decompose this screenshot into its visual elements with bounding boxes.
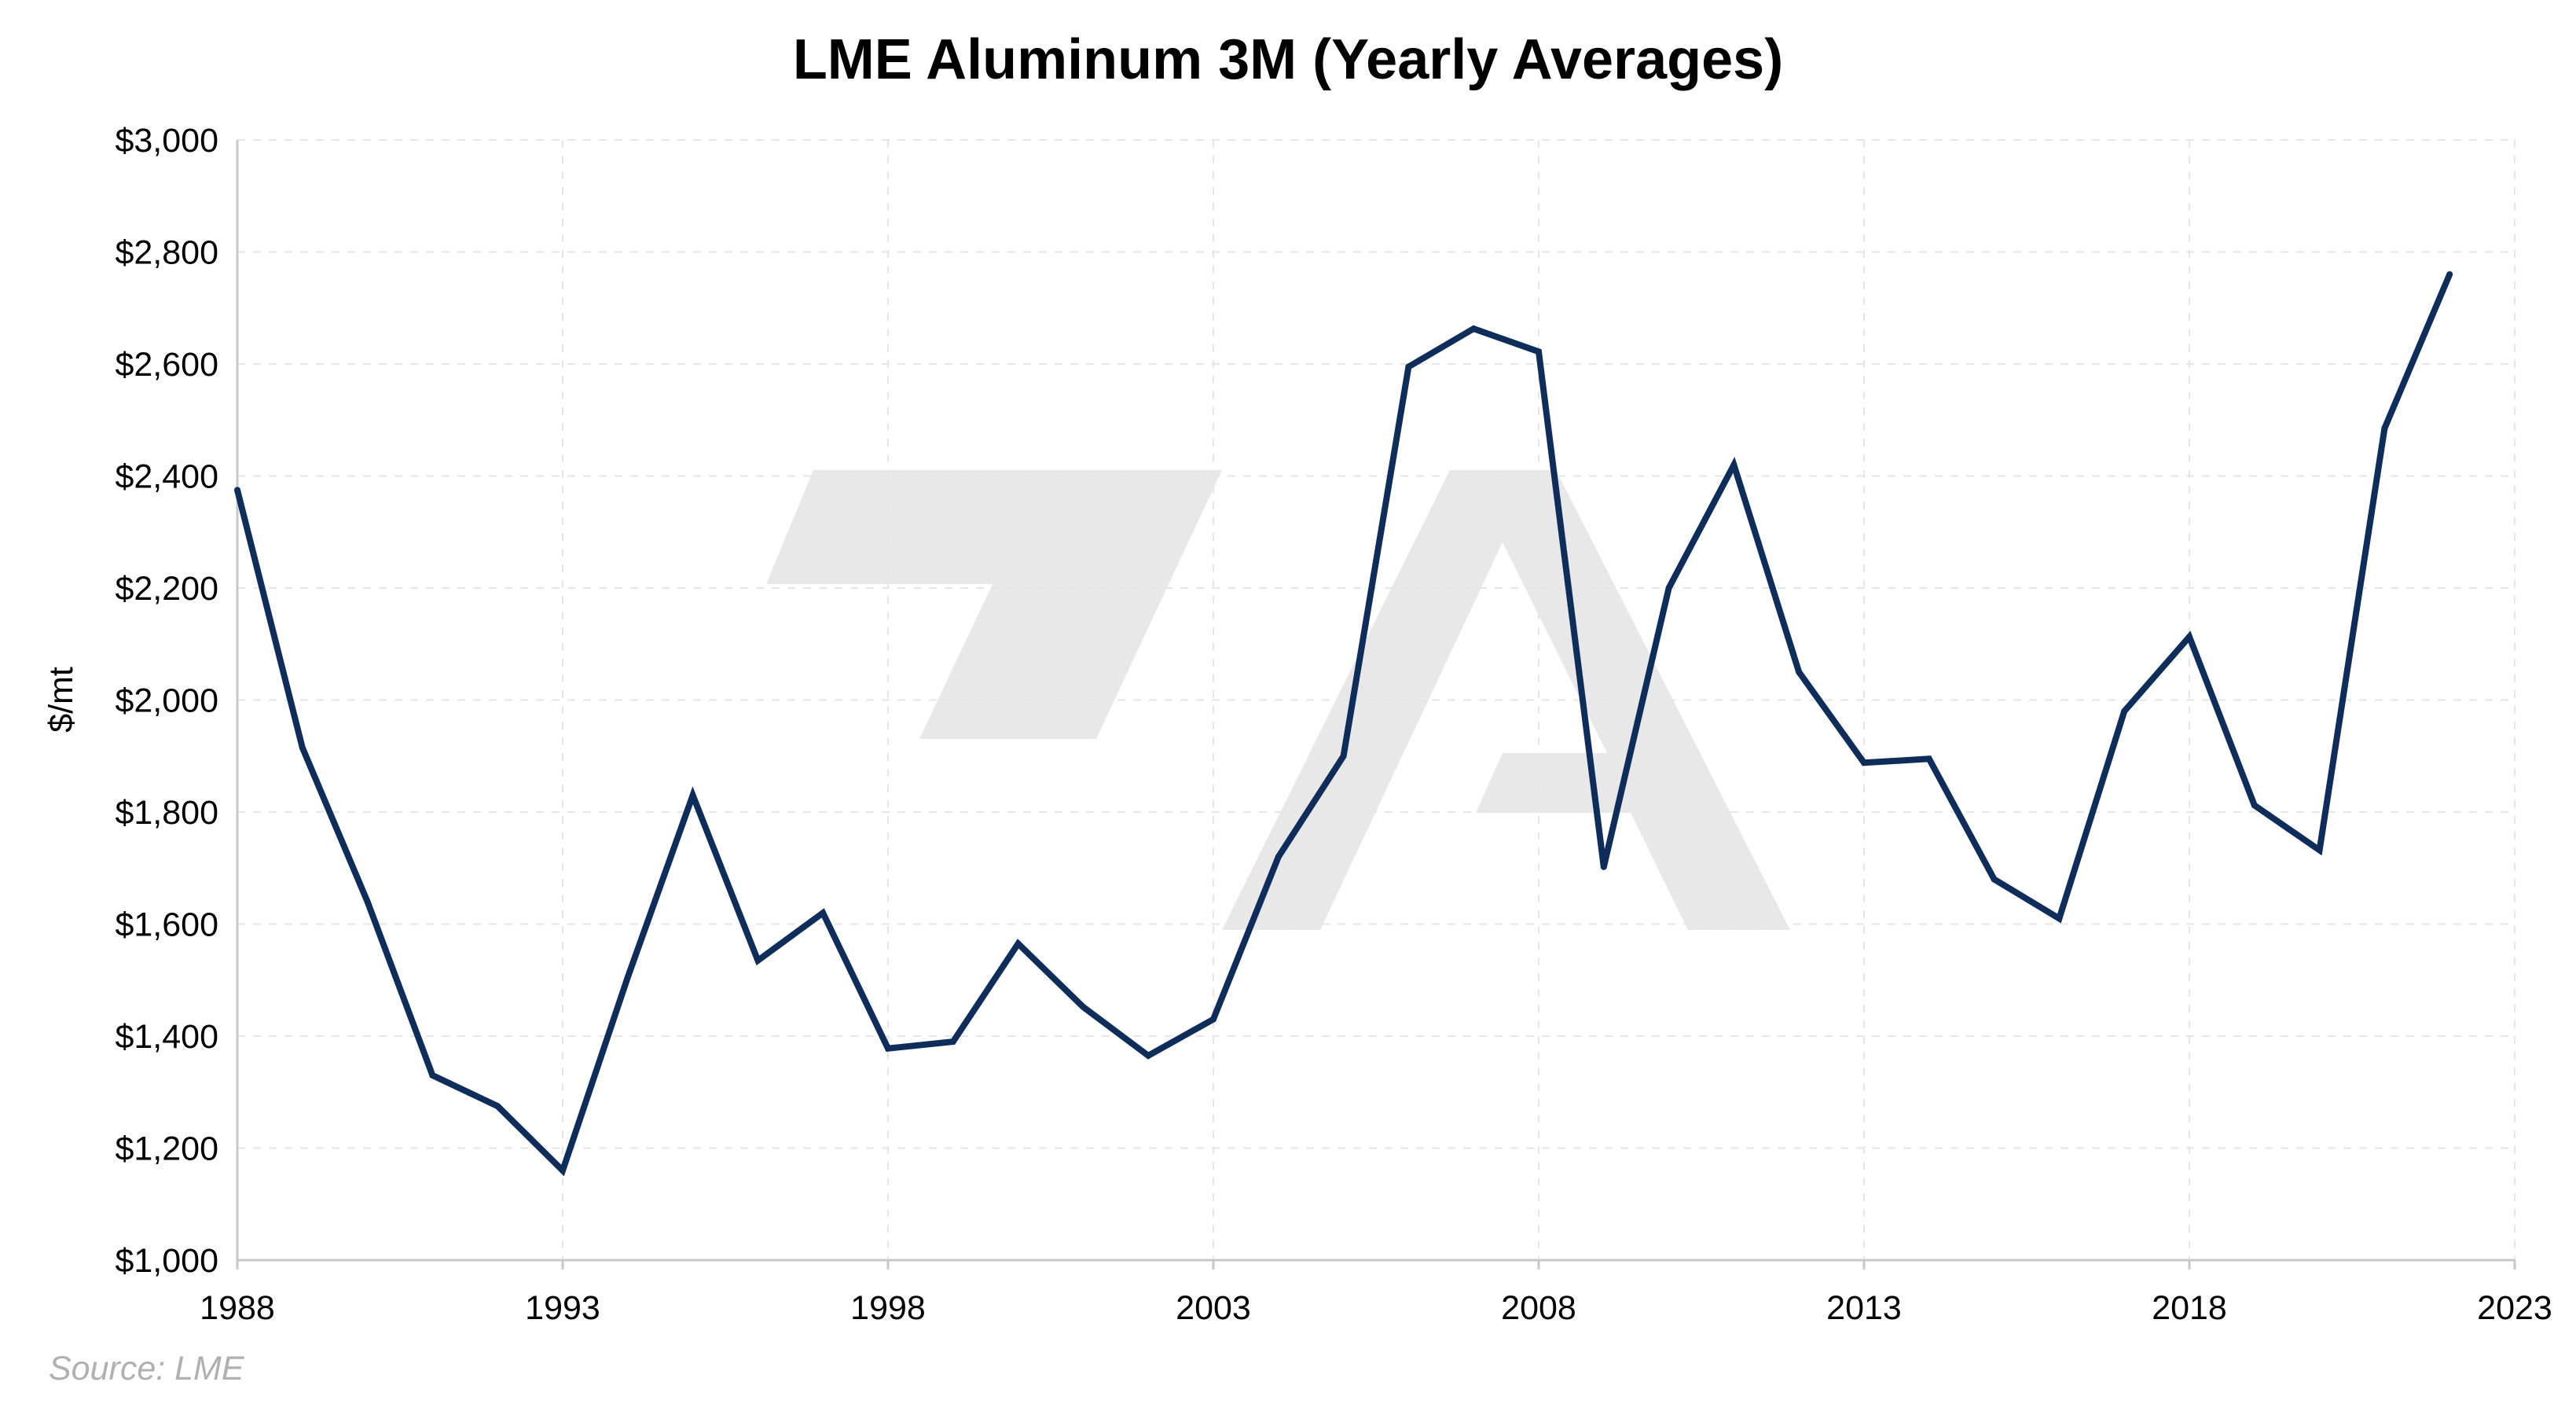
data-point	[1925, 755, 1932, 763]
data-point	[1145, 1052, 1152, 1059]
data-point	[754, 957, 761, 964]
data-point	[234, 487, 240, 494]
data-point	[2381, 424, 2388, 432]
y-tick-label: $1,000	[115, 1242, 218, 1280]
data-point	[1015, 940, 1022, 947]
x-tick-label: 2013	[1826, 1289, 1902, 1327]
data-point	[1405, 363, 1412, 370]
data-point	[364, 899, 371, 905]
watermark-left-shape	[766, 470, 1222, 739]
data-point	[494, 1103, 501, 1110]
data-point	[429, 1071, 436, 1079]
watermark-right-shape	[1222, 470, 1790, 930]
data-point	[1730, 461, 1738, 469]
data-point	[299, 744, 306, 752]
data-point	[1796, 668, 1803, 675]
x-tick-label: 1998	[850, 1289, 926, 1327]
data-point	[1080, 1003, 1087, 1010]
x-tick-labels: 1988 1993 1998 2003 2008 2013 2018 2023	[200, 1289, 2552, 1327]
data-point	[689, 792, 696, 799]
y-tick-label: $2,800	[115, 234, 218, 272]
data-point	[2121, 708, 2128, 715]
x-tick-label: 2023	[2477, 1289, 2552, 1327]
grid-lines	[237, 139, 2515, 1260]
watermark-logo	[766, 470, 1790, 930]
axes	[236, 140, 2516, 1270]
y-tick-label: $3,000	[115, 122, 218, 160]
data-point	[949, 1038, 956, 1046]
y-tick-label: $2,000	[115, 682, 218, 720]
data-point	[1991, 876, 1998, 883]
data-point	[1275, 854, 1282, 860]
y-tick-label: $2,400	[115, 458, 218, 496]
data-point	[2446, 271, 2453, 277]
series-layer	[234, 271, 2453, 1177]
data-point	[1470, 325, 1477, 333]
data-point	[2251, 802, 2258, 809]
data-point	[2056, 915, 2063, 922]
y-tick-labels: $1,000 $1,200 $1,400 $1,600 $1,800 $2,000 $2,2…	[115, 122, 218, 1280]
x-tick-label: 1988	[200, 1289, 275, 1327]
data-point	[1340, 752, 1347, 759]
data-point	[2316, 847, 2323, 854]
y-tick-label: $1,600	[115, 906, 218, 944]
data-point	[1600, 863, 1607, 870]
chart-title: LME Aluminum 3M (Yearly Averages)	[793, 28, 1783, 91]
data-point	[1861, 759, 1867, 766]
data-point	[1536, 348, 1542, 355]
x-tick-label: 2008	[1501, 1289, 1576, 1327]
data-point	[1665, 585, 1672, 591]
y-tick-label: $2,200	[115, 570, 218, 608]
data-point	[2186, 633, 2193, 640]
data-point	[885, 1045, 891, 1052]
data-point	[624, 974, 631, 981]
x-tick-label: 1993	[525, 1289, 600, 1327]
y-tick-label: $1,200	[115, 1130, 218, 1168]
source-note: Source: LME	[49, 1350, 245, 1387]
y-tick-label: $2,600	[115, 346, 218, 384]
y-axis-label: $/mt	[42, 667, 80, 733]
data-point	[560, 1167, 566, 1174]
y-tick-label: $1,800	[115, 794, 218, 832]
data-point	[1210, 1016, 1216, 1023]
x-tick-label: 2018	[2152, 1289, 2227, 1327]
y-tick-label: $1,400	[115, 1018, 218, 1056]
x-tick-label: 2003	[1176, 1289, 1251, 1327]
data-point	[820, 910, 827, 917]
